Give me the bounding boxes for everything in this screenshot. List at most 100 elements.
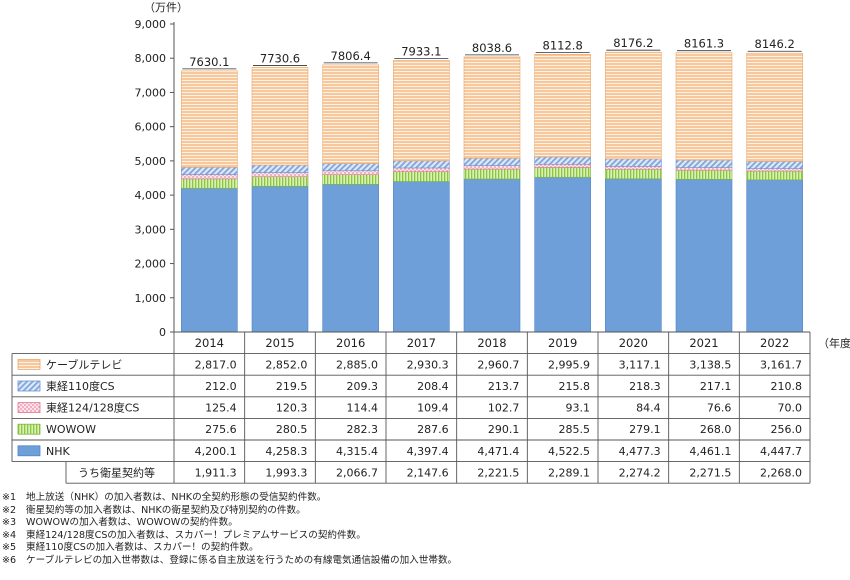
- cell-110-cs-2018: 213.7: [488, 380, 520, 393]
- cell-110-cs-2021: 217.1: [700, 380, 732, 393]
- bar-nhk-2019: [534, 176, 591, 333]
- y-tick-label: 2,000: [135, 258, 167, 271]
- bar-nhk-2021: [675, 179, 733, 333]
- footnote-text: 東経110度CSの加入者数は、スカパー！の契約件数。: [26, 542, 259, 554]
- cell-series-2016: 2,885.0: [336, 358, 378, 371]
- cell-124-128-cs-2021: 76.6: [707, 402, 732, 415]
- y-tick-label: 9,000: [135, 18, 167, 31]
- footnote: ※4 東経124/128度CSの加入者数は、スカパー！プレミアムサービスの契約件数…: [2, 530, 848, 543]
- bar-110-cs-2020: [605, 158, 662, 167]
- x-tick-label-2016: 2016: [336, 336, 365, 350]
- footnotes: ※1 地上放送（NHK）の加入者数は、NHKの全契約形態の受信契約件数。 ※2 衛星契…: [2, 492, 848, 568]
- axis-layer: （万件） 0 1,000 2,000 3,000 4,000 5,000 6,000 7,000…: [135, 1, 189, 339]
- total-label-2021: 8161.3: [684, 37, 724, 51]
- bar-wowow-2020: [605, 168, 662, 180]
- bar-nhk-2022: [746, 179, 803, 333]
- cell-satellite-contracts-2018: 2,221.5: [477, 466, 519, 479]
- cell-110-cs-2014: 212.0: [205, 380, 237, 393]
- total-label-2022: 8146.2: [755, 37, 795, 51]
- row-label-124-128-cs: 東経124/128度CS: [46, 401, 139, 415]
- y-tick-label: 6,000: [135, 121, 167, 134]
- bar-series-2018: [463, 56, 521, 159]
- cell-110-cs-2020: 218.3: [629, 380, 661, 393]
- bar-124-128-cs-2015: [251, 172, 309, 177]
- y-tick-label: 4,000: [135, 189, 167, 202]
- cell-wowow-2017: 287.6: [417, 423, 449, 436]
- cell-wowow-2021: 268.0: [700, 423, 732, 436]
- bar-wowow-2017: [393, 171, 450, 182]
- legend-swatch-nhk: [17, 445, 41, 457]
- footnote: ※5 東経110度CSの加入者数は、スカパー！の契約件数。: [2, 542, 848, 555]
- bar-110-cs-2021: [675, 159, 733, 168]
- x-tick-label-2018: 2018: [477, 336, 506, 350]
- total-label-2014: 7630.1: [189, 55, 229, 69]
- bar-110-cs-2017: [393, 160, 450, 169]
- cell-satellite-contracts-2022: 2,268.0: [760, 466, 802, 479]
- x-tick-label-2022: 2022: [760, 336, 789, 350]
- bar-series-2015: [251, 67, 309, 166]
- cell-series-2022: 3,161.7: [760, 358, 802, 371]
- bar-series-2020: [605, 51, 662, 160]
- cell-124-128-cs-2019: 93.1: [566, 402, 591, 415]
- bar-124-128-cs-2018: [463, 165, 521, 170]
- bar-nhk-2014: [181, 187, 238, 333]
- total-label-2020: 8176.2: [613, 36, 653, 50]
- footnote-text: 衛星契約等の加入者数は、NHKの衛星契約及び特別契約の件数。: [26, 504, 306, 516]
- cell-124-128-cs-2022: 70.0: [778, 402, 803, 415]
- x-tick-label-2017: 2017: [407, 336, 436, 350]
- x-tick-label-2014: 2014: [195, 336, 224, 350]
- bar-124-128-cs-2020: [605, 166, 662, 170]
- cell-series-2021: 3,138.5: [689, 358, 731, 371]
- bar-nhk-2015: [251, 185, 309, 333]
- bar-wowow-2019: [534, 167, 591, 178]
- bar-series-2021: [675, 52, 733, 161]
- cell-nhk-2014: 4,200.1: [195, 445, 237, 458]
- data-table-layer: 2014 2015 2016 2017 2018 2019 2020 2021 2022 （年度）…: [11, 331, 850, 484]
- cell-wowow-2020: 279.1: [629, 423, 661, 436]
- cell-nhk-2020: 4,477.3: [619, 445, 661, 458]
- cell-124-128-cs-2020: 84.4: [636, 402, 661, 415]
- bar-124-128-cs-2021: [675, 167, 733, 171]
- stacked-bar-chart: 7630.1 7730.6 7806.4 7933.1 8038.6 8112.8 8176…: [11, 1, 850, 484]
- bar-110-cs-2018: [463, 157, 521, 166]
- cell-satellite-contracts-2017: 2,147.6: [407, 466, 449, 479]
- cell-110-cs-2016: 209.3: [347, 380, 379, 393]
- bar-wowow-2015: [251, 176, 309, 187]
- total-label-2017: 7933.1: [401, 45, 441, 59]
- row-label-110-cs: 東経110度CS: [46, 379, 115, 393]
- x-tick-label-2020: 2020: [619, 336, 648, 350]
- legend-swatch-wowow: [17, 423, 41, 435]
- total-label-2018: 8038.6: [472, 41, 512, 55]
- cell-nhk-2022: 4,447.7: [760, 445, 802, 458]
- x-unit-label: （年度）: [818, 336, 850, 350]
- cell-satellite-contracts-2020: 2,274.2: [619, 466, 661, 479]
- footnote-mark: ※3: [2, 517, 17, 529]
- x-tick-label-2019: 2019: [548, 336, 577, 350]
- cell-110-cs-2019: 215.8: [559, 380, 591, 393]
- bar-nhk-2018: [463, 178, 521, 333]
- cell-wowow-2016: 282.3: [347, 423, 379, 436]
- bar-110-cs-2016: [322, 163, 379, 172]
- cell-nhk-2017: 4,397.4: [407, 445, 449, 458]
- footnote-mark: ※6: [2, 554, 17, 566]
- cell-satellite-contracts-2021: 2,271.5: [689, 466, 731, 479]
- cell-110-cs-2017: 208.4: [417, 380, 449, 393]
- y-tick-label: 0: [159, 326, 166, 339]
- cell-satellite-contracts-2014: 1,911.3: [195, 466, 237, 479]
- legend-swatch-110-cs: [17, 380, 41, 392]
- bars-layer: 7630.1 7730.6 7806.4 7933.1 8038.6 8112.8 8176…: [181, 36, 803, 333]
- bar-110-cs-2015: [251, 164, 309, 173]
- bar-wowow-2014: [181, 178, 238, 189]
- bar-124-128-cs-2019: [534, 163, 591, 168]
- cell-series-2017: 2,930.3: [407, 358, 449, 371]
- cell-series-2014: 2,817.0: [195, 358, 237, 371]
- bar-nhk-2020: [605, 178, 662, 333]
- footnote-mark: ※1: [2, 492, 17, 503]
- cell-series-2020: 3,117.1: [619, 358, 661, 371]
- y-tick-label: 3,000: [135, 223, 167, 236]
- cell-nhk-2018: 4,471.4: [477, 445, 519, 458]
- bar-124-128-cs-2022: [746, 168, 803, 172]
- legend-swatch-124-128-cs: [17, 402, 41, 414]
- footnote-mark: ※2: [2, 504, 17, 516]
- cell-124-128-cs-2017: 109.4: [417, 402, 449, 415]
